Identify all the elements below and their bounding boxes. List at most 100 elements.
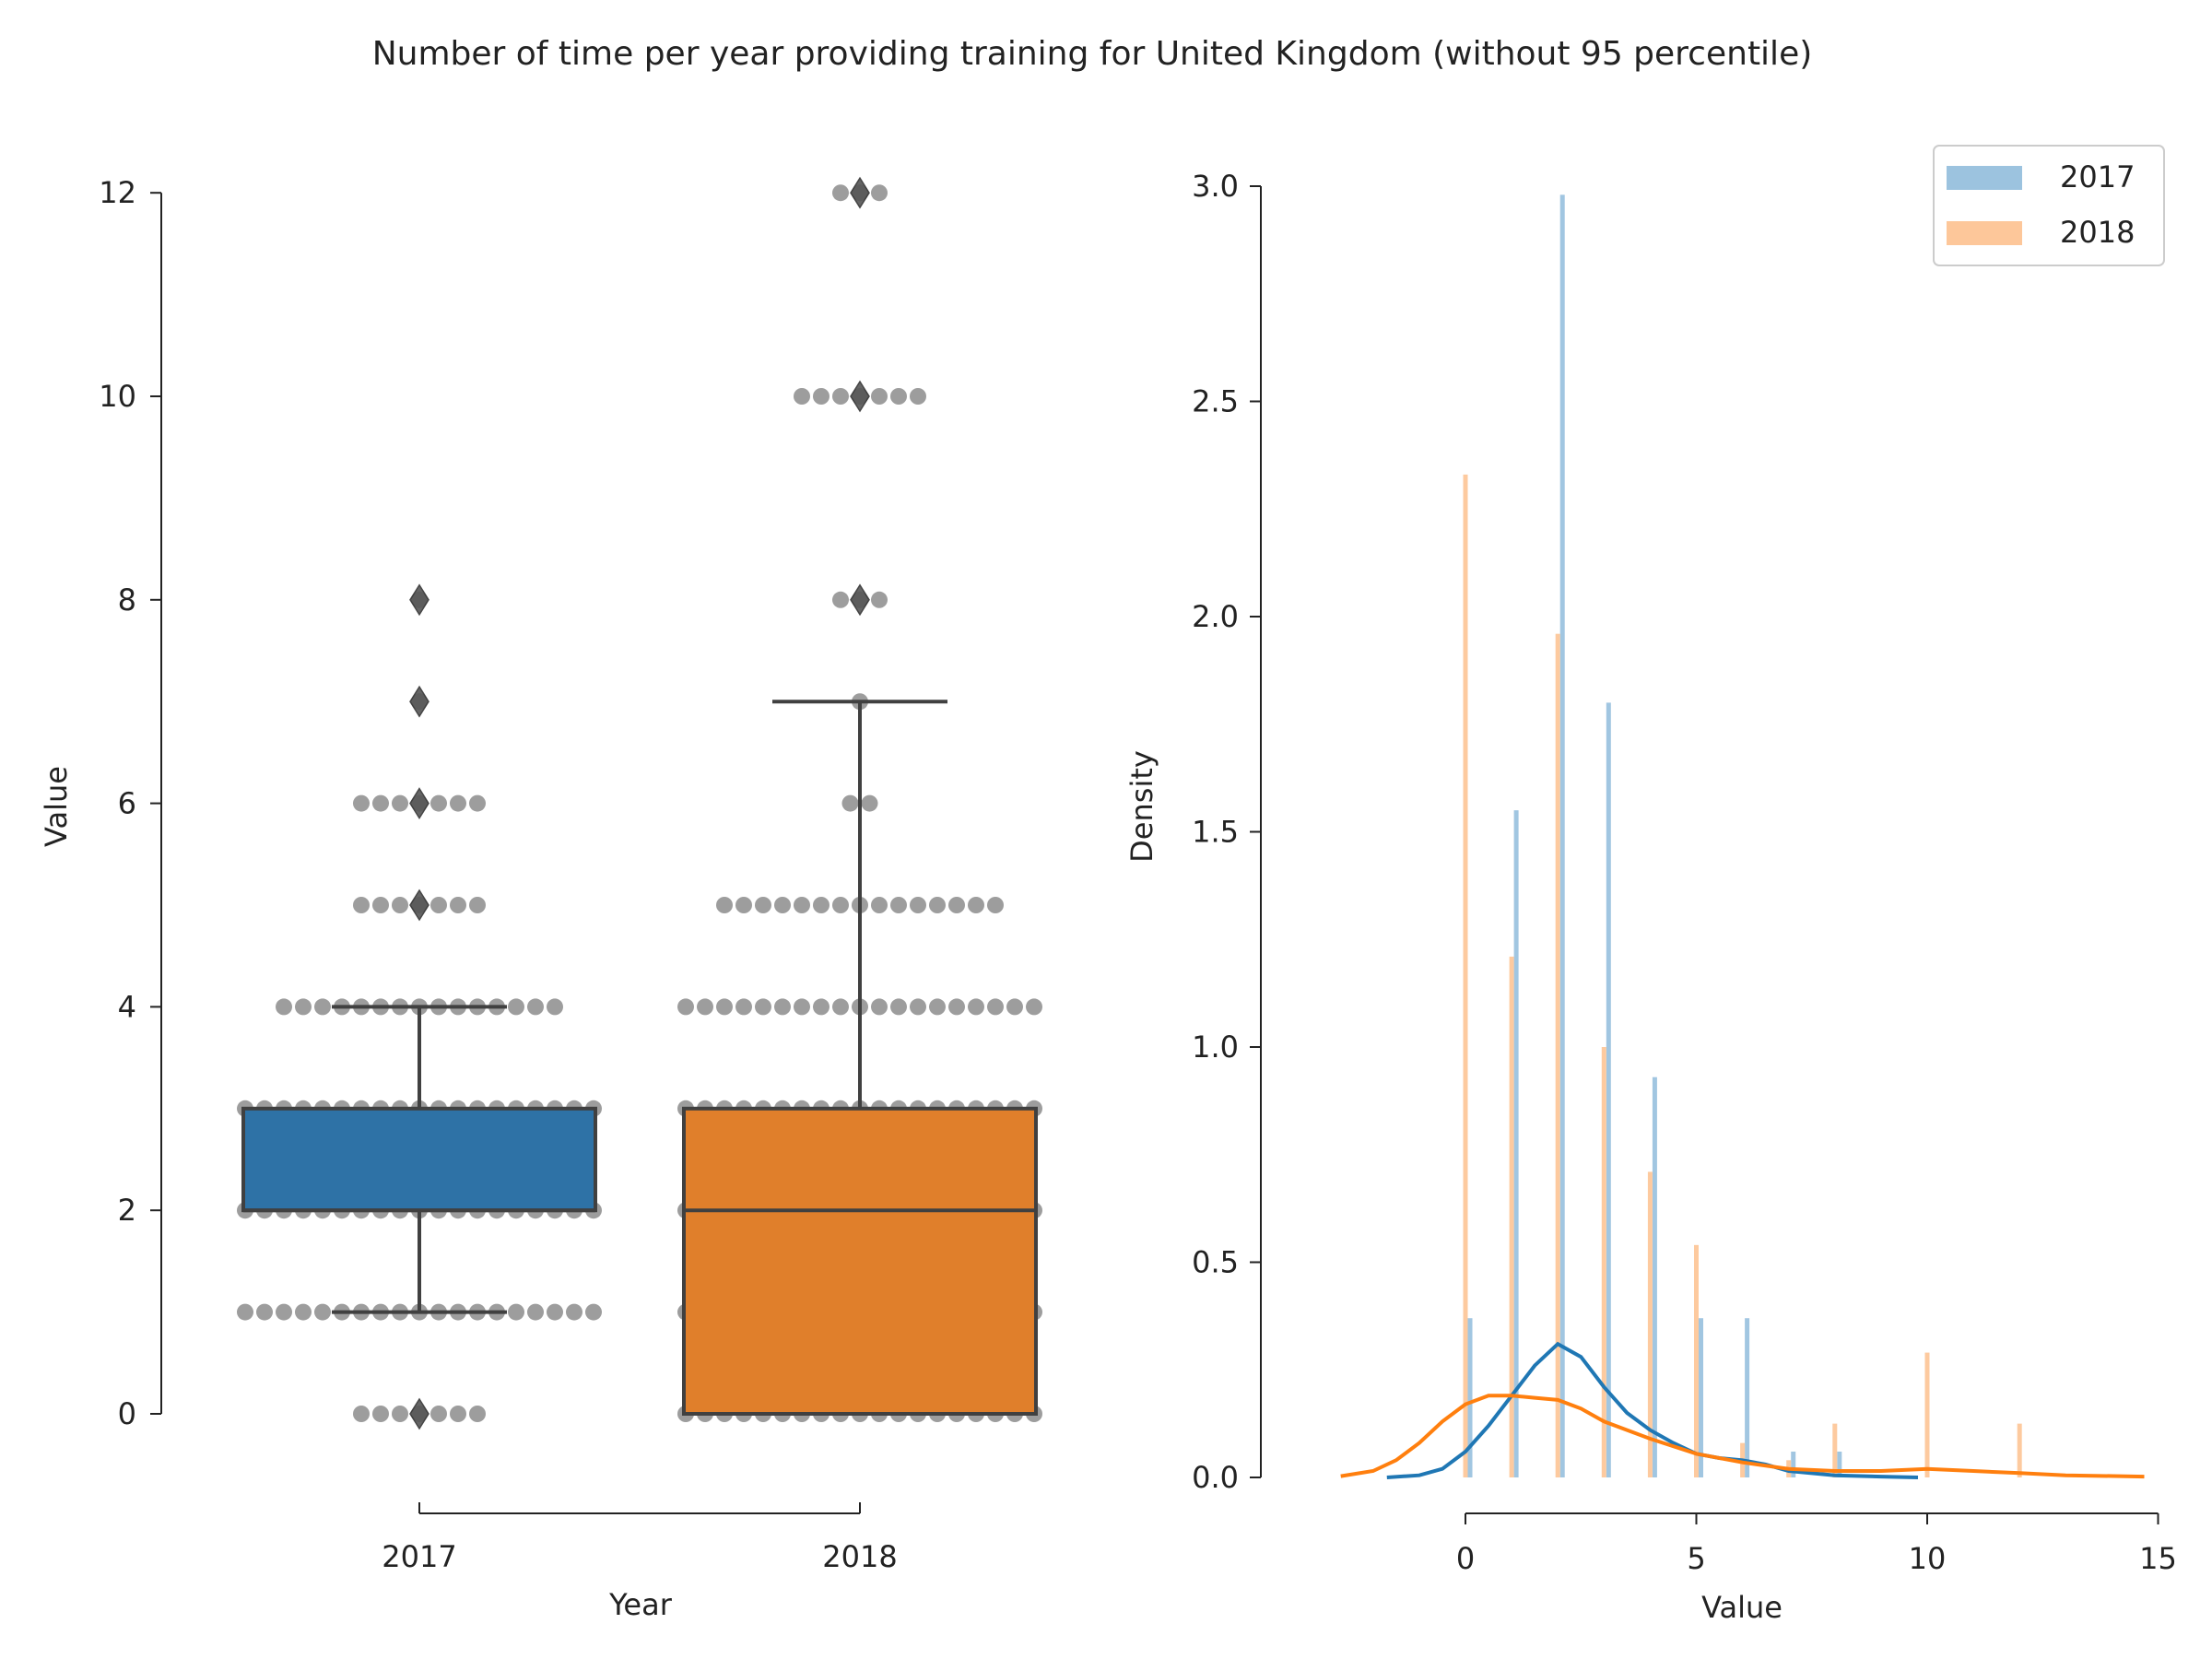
swarm-point (794, 998, 810, 1016)
legend-swatch (1947, 221, 2022, 245)
boxplot-ytick-label: 0 (118, 1396, 136, 1431)
hist-bar (1509, 956, 1514, 1477)
density-ytick-label: 2.0 (1192, 599, 1239, 634)
boxplot-ytick-label: 8 (118, 582, 136, 618)
swarm-point (314, 1303, 331, 1321)
swarm-point (353, 1406, 370, 1422)
swarm-point (716, 998, 733, 1016)
swarm-point (832, 998, 849, 1016)
swarm-point (508, 1303, 524, 1321)
swarm-point (1006, 998, 1023, 1016)
density-xtick-label: 10 (1909, 1541, 1947, 1576)
swarm-point (841, 794, 859, 812)
swarm-point (735, 897, 752, 913)
density-ytick-label: 0.0 (1192, 1460, 1239, 1495)
box-plots (241, 176, 1038, 1430)
hist-bar (1467, 1318, 1473, 1477)
boxplot-xtick-label: 2018 (822, 1539, 897, 1574)
boxplot-ytick-label: 4 (118, 989, 136, 1024)
swarm-point (813, 897, 830, 913)
legend-label: 2018 (2060, 215, 2135, 250)
hist-bar (1652, 1077, 1657, 1477)
density-xtick-label: 5 (1687, 1541, 1705, 1576)
swarm-point (353, 897, 370, 913)
density-ytick-label: 3.0 (1192, 169, 1239, 204)
hist-bar (2017, 1423, 2022, 1477)
swarm-point (813, 388, 830, 405)
swarm-point (948, 998, 965, 1016)
swarm-point (871, 897, 888, 913)
swarm-point (987, 998, 1004, 1016)
swarm-point (237, 1303, 253, 1321)
boxplot-ytick-label: 10 (99, 379, 136, 414)
swarm-point (508, 998, 524, 1016)
swarm-point (832, 388, 849, 405)
swarm-point (774, 897, 791, 913)
swarm-point (430, 1406, 447, 1422)
swarm-point (547, 998, 563, 1016)
swarm-point (890, 897, 907, 913)
swarm-point (469, 794, 486, 812)
outlier-marker (850, 380, 870, 413)
swarm-point (987, 897, 1004, 913)
swarm-point (774, 998, 791, 1016)
swarm-point (372, 1406, 389, 1422)
hist-bar (1606, 702, 1611, 1477)
swarm-point (392, 794, 408, 812)
boxplot-ytick-label: 6 (118, 786, 136, 821)
swarm-point (566, 1303, 582, 1321)
swarm-point (794, 897, 810, 913)
hist-bar (1555, 633, 1560, 1477)
boxplot-ytick-label: 12 (99, 175, 136, 210)
swarm-point (871, 184, 888, 202)
hist-2018 (1463, 474, 2022, 1477)
density-axes: 0.0 0.5 1.0 1.5 2.0 2.5 3.0 0 5 10 15 (1192, 169, 2177, 1576)
swarm-point (450, 897, 466, 913)
boxplot-axes: 0 2 4 6 8 10 12 2017 2018 (99, 175, 897, 1574)
swarm-point (372, 794, 389, 812)
legend-swatch (1947, 166, 2022, 190)
swarm-point (585, 1303, 602, 1321)
outlier-marker (409, 1397, 429, 1430)
density-ytick-label: 0.5 (1192, 1245, 1239, 1280)
hist-bar (1832, 1423, 1838, 1477)
swarm-point (832, 591, 849, 608)
swarm-point (295, 1303, 312, 1321)
density-xtick-label: 15 (2139, 1541, 2177, 1576)
legend: 2017 2018 (1933, 145, 2165, 266)
swarm-point (871, 998, 888, 1016)
swarm-point (968, 998, 984, 1016)
hist-bar (1559, 194, 1565, 1478)
swarm-point (890, 998, 907, 1016)
swarm-point (314, 998, 331, 1016)
swarm-point (450, 794, 466, 812)
kde-lines (1340, 1341, 2145, 1479)
swarm-point (527, 1303, 544, 1321)
hist-bar (1513, 810, 1519, 1477)
hist-bar (1791, 1451, 1796, 1477)
outlier-marker (850, 176, 870, 209)
kde-line-2018 (1340, 1394, 2145, 1479)
density-ytick-label: 2.5 (1192, 384, 1239, 419)
swarm-point (1026, 998, 1042, 1016)
histogram-bars (1463, 194, 2022, 1478)
box-2018 (682, 700, 1038, 1417)
swarm-point (392, 1406, 408, 1422)
outlier-marker (409, 685, 429, 718)
swarm-point (929, 897, 946, 913)
swarm-point (697, 998, 713, 1016)
boxplot-ylabel: Value (39, 766, 74, 847)
swarm-point (716, 897, 733, 913)
swarm-point (910, 897, 926, 913)
outlier-marker (409, 888, 429, 922)
swarm-point (276, 1303, 292, 1321)
density-xlabel: Value (1701, 1590, 1783, 1625)
outlier-marker (409, 583, 429, 617)
swarm-point (813, 998, 830, 1016)
swarm-point (392, 897, 408, 913)
swarm-point (948, 897, 965, 913)
hist-bar (1745, 1318, 1750, 1477)
hist-2017 (1467, 194, 1842, 1478)
swarm-point (755, 998, 771, 1016)
